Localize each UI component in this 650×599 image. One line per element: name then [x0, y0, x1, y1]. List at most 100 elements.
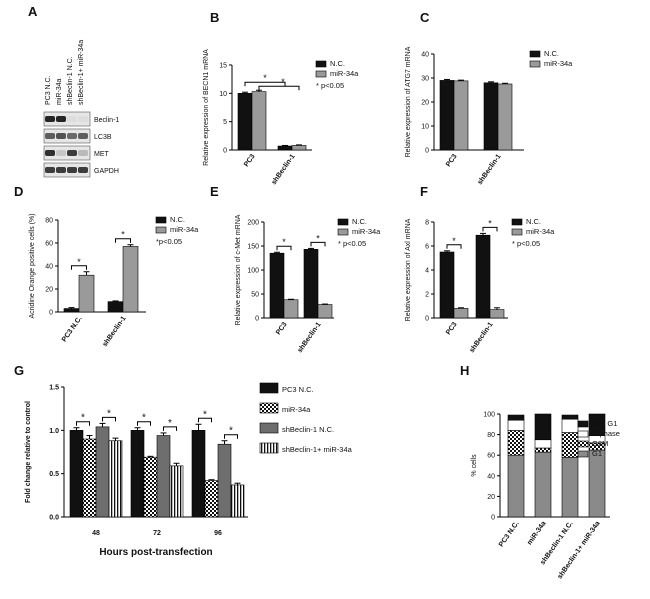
y-tick-label: 0.5: [49, 471, 59, 478]
bar-segment: [534, 413, 552, 441]
bar-segment: [507, 414, 525, 421]
legend: N.C.miR-34a * p<0.05: [315, 59, 359, 90]
significance-bracket: [115, 238, 131, 243]
y-tick-label: 20: [487, 494, 495, 501]
significance-bracket: [482, 226, 498, 232]
bar: [63, 308, 80, 313]
x-category-label: PC3: [243, 153, 257, 168]
significance-marker: *: [168, 418, 172, 429]
y-tick-label: 1.0: [49, 428, 59, 435]
blot-band: [56, 150, 66, 156]
x-category-label: shBeclin-1: [271, 153, 297, 186]
blot-band: [67, 150, 77, 156]
chart-d: 0 20 40 60 80 Acridine Orange positive cells …: [29, 213, 199, 348]
blot-band: [56, 167, 66, 173]
bar: [108, 440, 123, 518]
chart-c: 0 10 20 30 40 Relative expression of ATG7 mRN…: [405, 46, 573, 186]
blot-band: [56, 116, 66, 122]
lane-label: shBeclin-1+ miR-34a: [78, 40, 85, 105]
bar: [69, 430, 84, 518]
significance-marker: *: [263, 73, 267, 83]
x-category-label: PC3 N.C.: [498, 520, 521, 548]
y-tick-label: 1.5: [49, 385, 59, 392]
legend-swatch: [259, 402, 279, 414]
panel-label-f: F: [420, 184, 428, 199]
legend-swatch: [337, 218, 349, 226]
x-category-label: PC3 N.C.: [61, 315, 84, 343]
panel-label-c: C: [420, 10, 430, 25]
panel-label-b: B: [210, 10, 219, 25]
y-tick-label: 2: [425, 292, 429, 299]
y-tick-label: 0: [223, 148, 227, 155]
legend-label: shBeclin-1 N.C.: [282, 425, 334, 434]
blot-band: [45, 167, 55, 173]
significance-bracket: [446, 244, 462, 249]
y-tick-label: 20: [45, 287, 53, 294]
x-category-label: shBeclin-1: [102, 315, 128, 348]
blot-band: [45, 133, 55, 139]
legend-swatch: [259, 442, 279, 454]
x-category-label: PC3: [275, 321, 289, 336]
significance-bracket: [163, 426, 177, 431]
legend-label: G2M: [592, 439, 608, 448]
legend-swatch: [577, 440, 589, 448]
y-tick-label: 40: [45, 264, 53, 271]
x-category-label: PC3: [445, 321, 459, 336]
legend-label: miR-34a: [352, 227, 381, 236]
y-axis-label: Fold change relative to control: [25, 401, 32, 503]
significance-marker: *: [452, 236, 456, 246]
legend: N.C.miR-34a * p<0.05: [337, 217, 381, 248]
legend-label: miR-34a: [282, 405, 311, 414]
lane-labels: PC3 N.C. miR-34a shBeclin-1 N.C. shBeclin-1…: [45, 40, 85, 105]
y-tick-label: 0: [255, 316, 259, 323]
bar: [317, 304, 333, 319]
blot-band: [45, 116, 55, 122]
significance-bracket: [76, 421, 90, 426]
y-tick-label: 10: [421, 124, 429, 131]
bar: [204, 480, 219, 518]
blot-band: [78, 116, 88, 122]
blot-band: [78, 167, 88, 173]
legend-label: N.C.: [544, 49, 559, 58]
bar: [156, 435, 171, 518]
bar: [277, 145, 293, 151]
bar: [78, 274, 95, 313]
legend-swatch: [577, 430, 589, 438]
bar: [475, 234, 491, 319]
band-label: Beclin-1: [94, 117, 119, 124]
bar: [497, 83, 513, 151]
significance-bracket: [276, 245, 292, 251]
bar: [122, 246, 139, 313]
significance-marker: *: [229, 426, 233, 437]
x-category-label: miR-34a: [526, 520, 547, 546]
x-category-label: 96: [214, 530, 222, 537]
legend-label: S-phase: [592, 429, 620, 438]
bar: [453, 80, 469, 151]
panel-label-h: H: [460, 363, 469, 378]
band-label: LC3B: [94, 134, 112, 141]
legend-swatch: [529, 50, 541, 58]
y-tick-label: 0: [491, 515, 495, 522]
panel-label-g: G: [14, 363, 24, 378]
y-tick-label: 80: [45, 218, 53, 225]
legend-label: miR-34a: [330, 69, 359, 78]
y-axis-label: Relative expression of c-Met mRNA: [235, 214, 242, 325]
bar-segment: [561, 418, 579, 433]
bar-segment: [507, 419, 525, 431]
lane-label: PC3 N.C.: [45, 75, 52, 105]
blot-band: [67, 167, 77, 173]
lane-label: shBeclin-1 N.C.: [67, 56, 74, 105]
blot-band: [78, 150, 88, 156]
legend-swatch: [315, 60, 327, 68]
x-category-label: 48: [92, 530, 100, 537]
y-tick-label: 0: [425, 148, 429, 155]
chart-f: 0 2 4 6 8 Relative expression of Axl mRNA PC3 s…: [405, 217, 555, 354]
legend-label: N.C.: [330, 59, 345, 68]
blot-band: [67, 116, 77, 122]
p-value-note: * p<0.05: [338, 239, 366, 248]
y-tick-label: 30: [421, 76, 429, 83]
lane-label: miR-34a: [56, 78, 63, 105]
blot-band: [56, 133, 66, 139]
y-tick-label: 8: [425, 220, 429, 227]
